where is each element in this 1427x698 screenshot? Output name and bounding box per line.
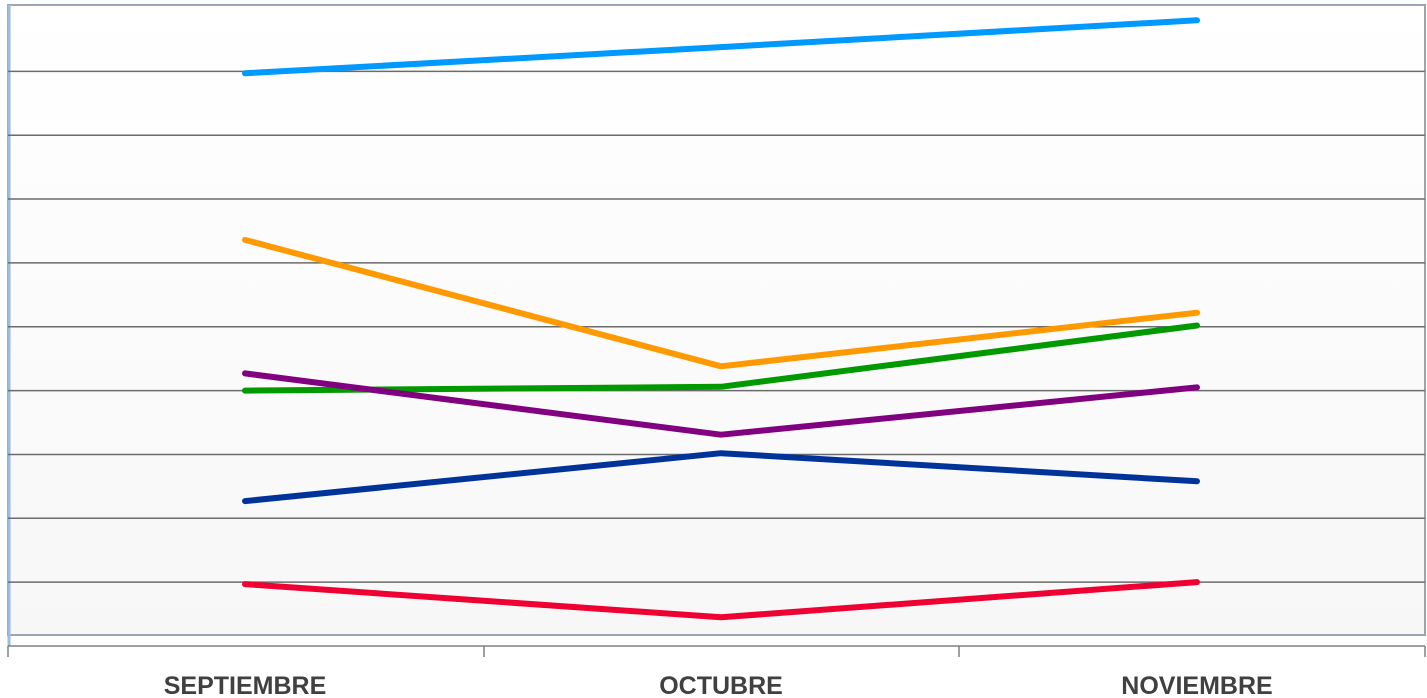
series-line-2 (242, 236, 1200, 370)
x-axis-ticks (7, 646, 1426, 657)
x-tick-label-noviembre: NOVIEMBRE (1121, 672, 1272, 698)
series-line-4 (242, 370, 1200, 438)
series-line-6 (242, 579, 1200, 621)
x-tick-label-septiembre: SEPTIEMBRE (164, 672, 327, 698)
series-lines (242, 17, 1200, 621)
series-line-3 (242, 322, 1200, 394)
series-line-5 (242, 450, 1200, 505)
x-axis-labels: SEPTIEMBRE OCTUBRE NOVIEMBRE (164, 672, 1273, 698)
series-line-1 (242, 17, 1200, 77)
plot-area (7, 4, 1426, 636)
x-tick-label-octubre: OCTUBRE (659, 672, 783, 698)
